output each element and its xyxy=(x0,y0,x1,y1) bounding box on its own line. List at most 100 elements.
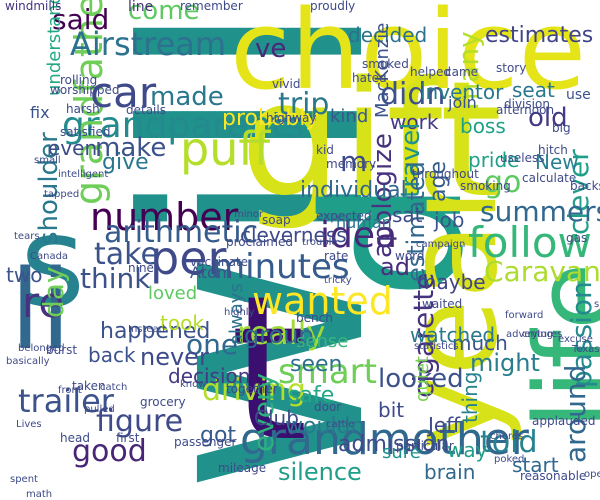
cloud-word: never xyxy=(140,343,209,371)
cloud-word: big xyxy=(552,121,571,135)
cloud-word: math xyxy=(26,489,53,500)
cloud-word: proudly xyxy=(310,0,356,13)
cloud-word: division xyxy=(504,97,550,111)
cloud-word: human xyxy=(336,213,392,232)
cloud-word: work xyxy=(390,110,439,134)
cloud-word: Caravan xyxy=(484,255,600,288)
cloud-word: admission xyxy=(338,432,450,457)
cloud-word: one xyxy=(186,328,239,361)
cloud-word: grandparents xyxy=(62,105,305,146)
cloud-word: vaccinate xyxy=(190,255,249,269)
cloud-word: kind xyxy=(330,106,369,127)
cloud-word: gas xyxy=(566,231,588,245)
cloud-word: choice xyxy=(230,0,587,114)
cloud-word: particular xyxy=(396,439,454,453)
cloud-word: came xyxy=(445,65,479,79)
cloud-word: li xyxy=(10,246,72,374)
cloud-word: even xyxy=(48,136,98,160)
cloud-word: said xyxy=(52,3,110,36)
cloud-word: trailer xyxy=(18,382,114,420)
cloud-word: tapped xyxy=(44,189,80,200)
cloud-word: rate xyxy=(324,249,349,263)
cloud-word: individual xyxy=(300,178,407,203)
cloud-word: trip xyxy=(278,87,330,122)
cloud-word: pride xyxy=(468,148,520,172)
cloud-word: taken xyxy=(72,379,106,393)
cloud-word: operas xyxy=(584,469,600,480)
cloud-word: quiet xyxy=(412,356,433,402)
cloud-word: follow xyxy=(468,218,592,267)
cloud-word: job xyxy=(434,208,465,232)
cloud-word: expected xyxy=(316,209,372,223)
cloud-word: satisfied xyxy=(60,125,111,139)
cloud-word: per xyxy=(150,231,227,285)
cloud-word: door xyxy=(314,400,342,414)
cloud-word: ad xyxy=(380,253,410,281)
cloud-word: word xyxy=(395,249,425,263)
cloud-word: back xyxy=(88,343,136,367)
cloud-word: trouble xyxy=(302,237,338,248)
cloud-word: safe xyxy=(288,383,335,408)
cloud-word: campaign xyxy=(416,239,466,250)
cloud-word: grandmother xyxy=(240,414,529,465)
cloud-word: bench xyxy=(296,311,333,325)
cloud-word: harsh xyxy=(66,102,100,116)
cloud-word: first xyxy=(116,431,140,445)
cloud-word: poked xyxy=(494,454,525,465)
cloud-word: rolling xyxy=(60,73,98,87)
cloud-word: catch xyxy=(100,382,128,393)
cloud-word: calculate xyxy=(522,171,577,185)
cloud-word: got xyxy=(200,423,237,448)
cloud-word: helped xyxy=(410,65,451,79)
cloud-word: bit xyxy=(378,398,405,422)
cloud-word: told xyxy=(480,425,538,460)
cloud-word: skills xyxy=(594,299,600,310)
cloud-word: driving xyxy=(202,373,306,408)
cloud-word: cattle xyxy=(326,419,355,430)
cloud-word: sense xyxy=(296,331,349,352)
cloud-word: throughout xyxy=(412,167,479,181)
cloud-word: remember xyxy=(180,0,243,13)
cloud-word: think xyxy=(80,262,151,295)
cloud-word: highly xyxy=(224,307,255,318)
cloud-word: use xyxy=(566,87,591,103)
cloud-word: applauded xyxy=(532,414,596,428)
cloud-word: silence xyxy=(278,458,362,486)
cloud-word: New xyxy=(535,150,579,174)
cloud-word: belonged xyxy=(18,343,65,354)
cloud-word: useless xyxy=(500,151,545,165)
cloud-word: arithmetic xyxy=(104,215,259,250)
cloud-word: day xyxy=(37,266,70,318)
cloud-word: give xyxy=(102,150,149,175)
cloud-word: burst xyxy=(46,343,78,357)
cloud-word: looked xyxy=(378,364,464,394)
cloud-word: decided xyxy=(348,23,428,47)
cloud-word: way xyxy=(447,438,488,462)
cloud-word: smoked xyxy=(362,57,409,71)
cloud-word: excuse xyxy=(558,334,593,345)
cloud-word: together xyxy=(226,382,278,396)
cloud-word: idea xyxy=(320,215,398,256)
cloud-word: intelligent xyxy=(58,169,109,180)
cloud-word: made xyxy=(150,82,224,112)
cloud-word: number xyxy=(90,195,239,239)
cloud-word: soap xyxy=(262,213,291,227)
cloud-word: estimates xyxy=(485,23,594,48)
cloud-word: probably xyxy=(222,106,319,131)
cloud-word: Atom xyxy=(190,263,233,282)
cloud-word: tears xyxy=(14,231,40,242)
cloud-word: wouldn xyxy=(285,414,365,439)
cloud-word: forward xyxy=(505,310,544,321)
cloud-word: really xyxy=(237,314,326,352)
cloud-word: Jeff xyxy=(428,413,460,437)
cloud-word: figure xyxy=(96,404,184,439)
cloud-word: sat xyxy=(392,203,423,227)
cloud-word: might xyxy=(470,349,540,377)
cloud-word: Texas xyxy=(572,344,600,355)
cloud-word: seat xyxy=(512,78,555,102)
cloud-word: wanted xyxy=(252,279,393,323)
cloud-word: Instead xyxy=(128,324,166,335)
cloud-word: spent xyxy=(10,474,38,485)
cloud-word: seen xyxy=(290,352,343,377)
